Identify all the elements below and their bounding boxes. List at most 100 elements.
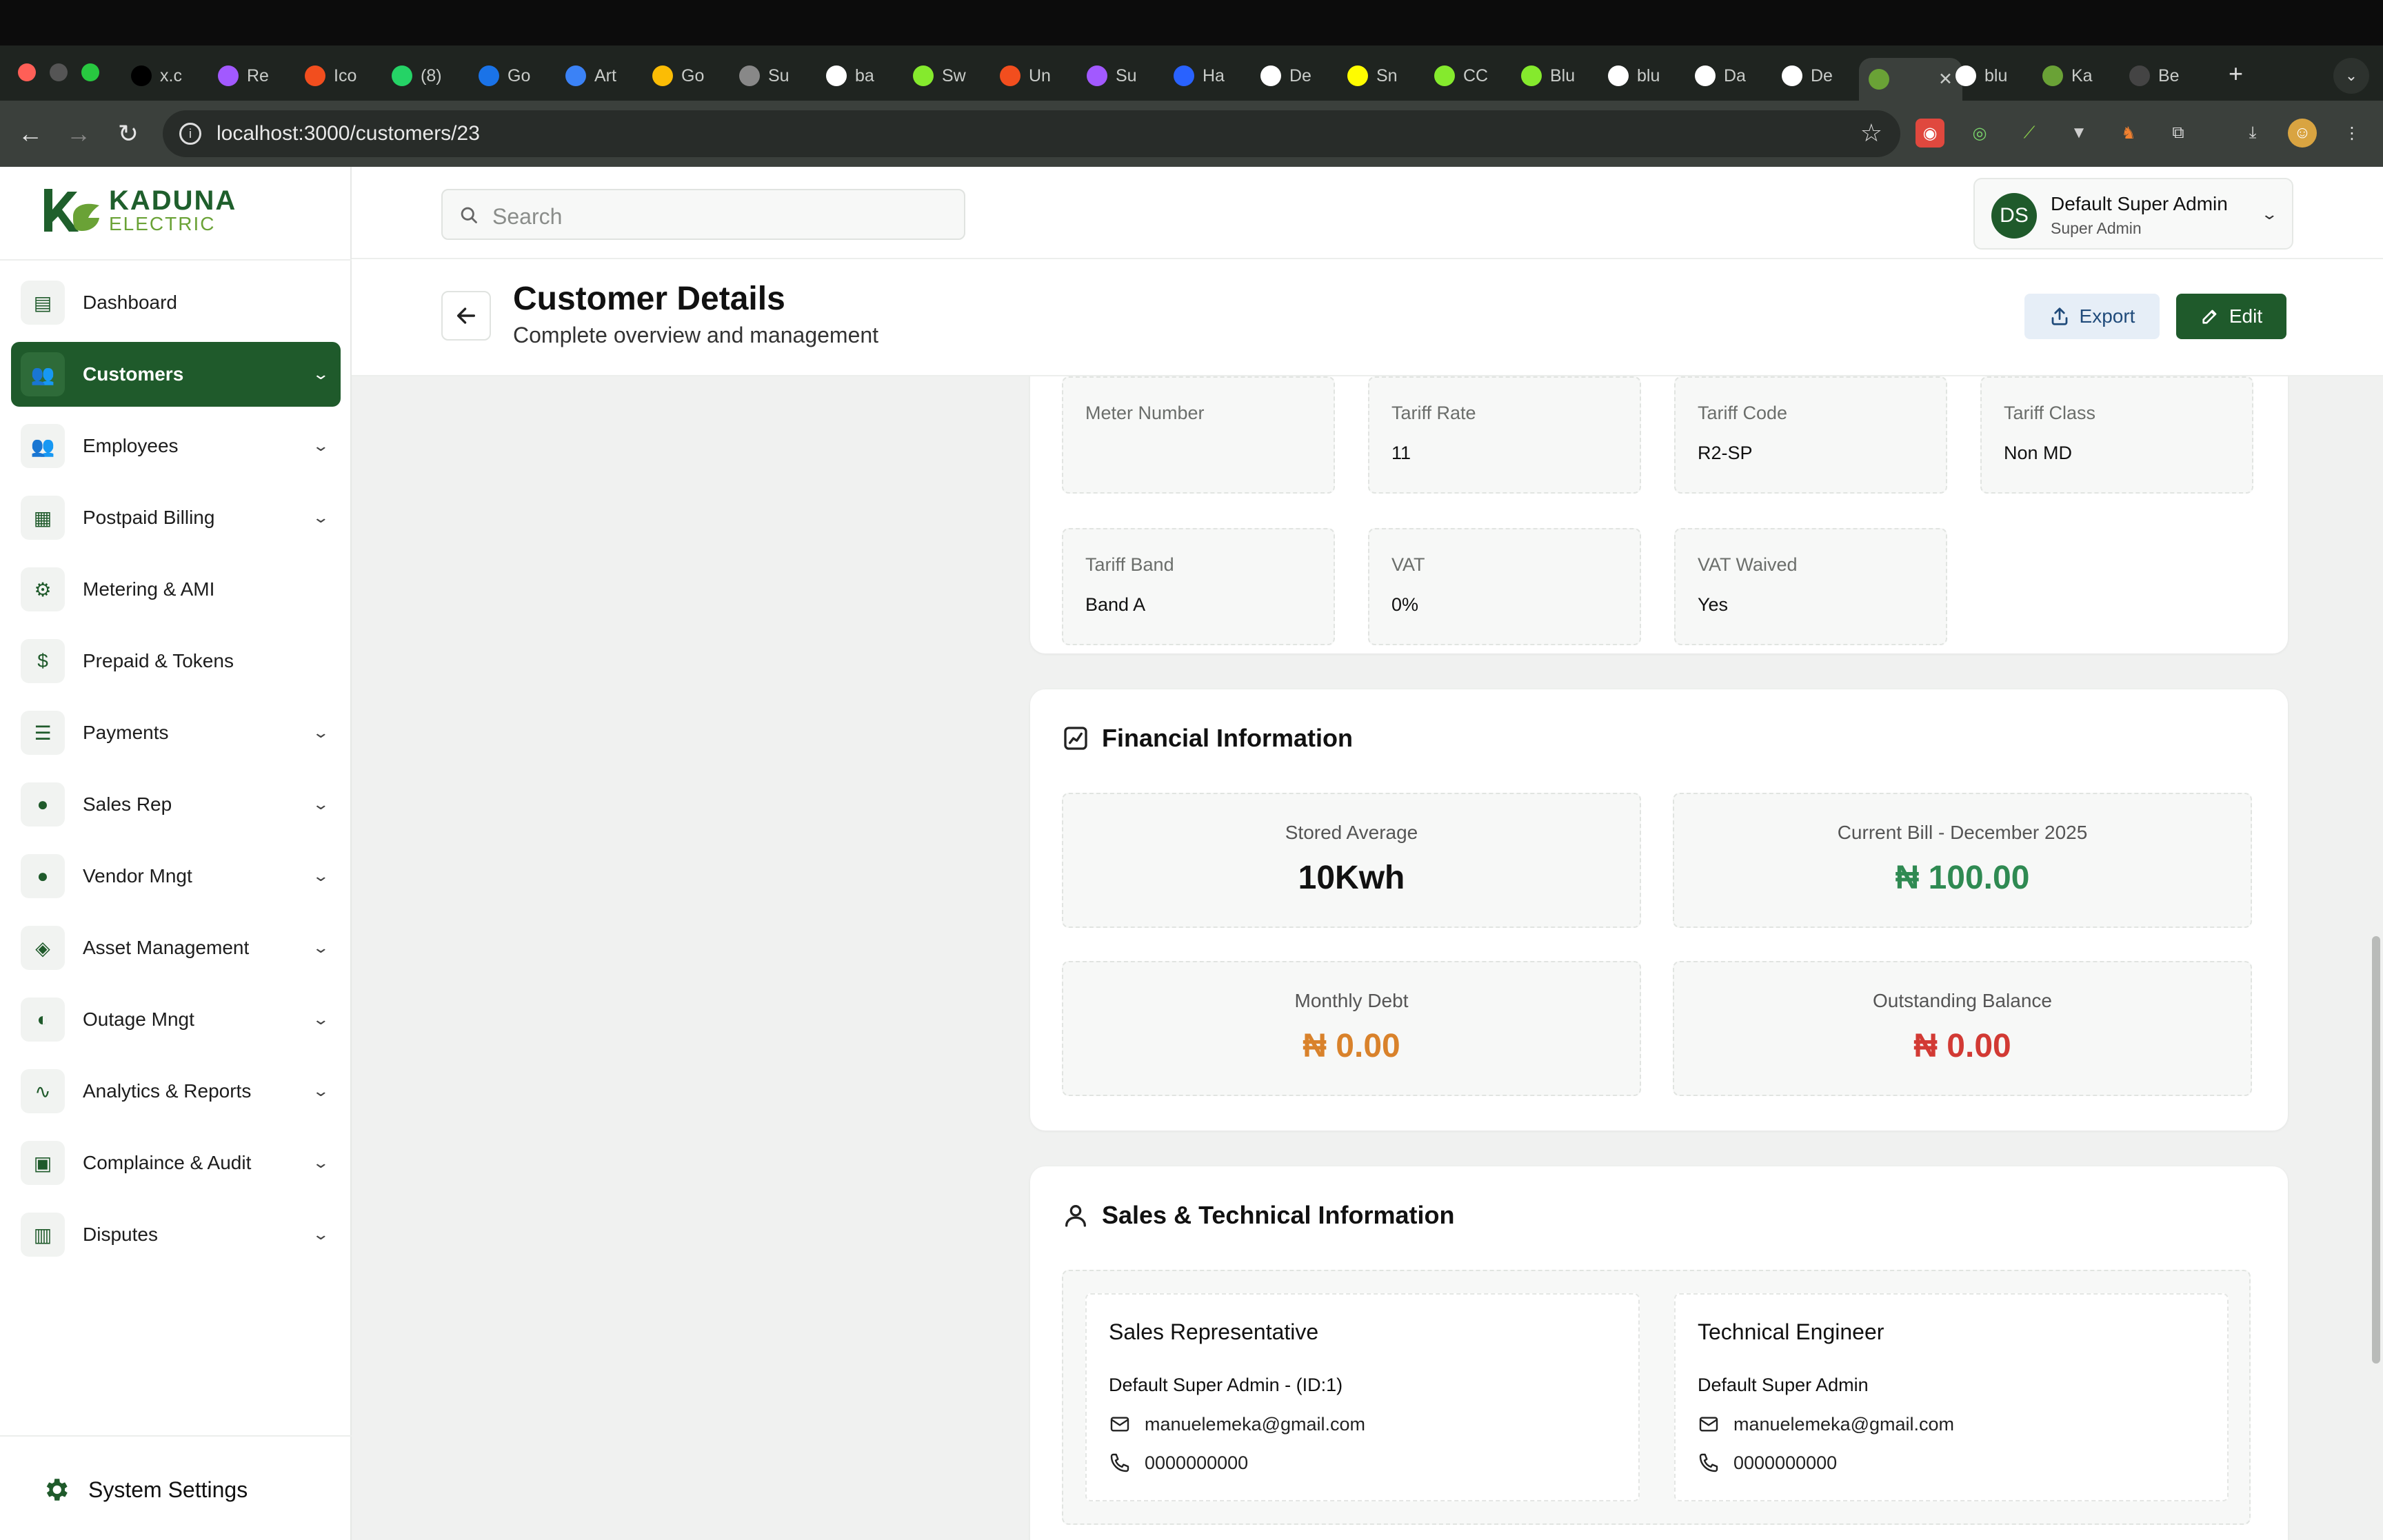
address-url[interactable]: localhost:3000/customers/23 [217,122,480,145]
zoom-window-button[interactable] [81,63,99,81]
export-button[interactable]: Export [2024,294,2160,339]
edit-button[interactable]: Edit [2176,294,2286,339]
sidebar-item-dashboard[interactable]: ▤ Dashboard [11,270,341,335]
search-input[interactable]: Search [441,189,965,240]
chevron-down-icon[interactable]: ⌄ [311,796,330,813]
chevron-down-icon[interactable]: ⌄ [311,939,330,956]
sidebar-item-analytics-reports[interactable]: ∿ Analytics & Reports ⌄ [11,1059,341,1124]
browser-tab[interactable]: De [1251,58,1332,94]
engineer-phone-row[interactable]: 0000000000 [1698,1452,1837,1474]
sidebar-item-vendor-mngt[interactable]: ● Vendor Mngt ⌄ [11,844,341,909]
minimize-window-button[interactable] [50,63,68,81]
sales-rep-email[interactable]: manuelemeka@gmail.com [1145,1413,1366,1435]
chevron-down-icon[interactable]: ⌄ [311,1226,330,1243]
browser-tab[interactable]: (8) [382,58,463,94]
browser-tab[interactable]: Blu [1511,58,1593,94]
user-menu[interactable]: DS Default Super Admin Super Admin ⌄ [1973,178,2293,250]
sidebar-item-prepaid-tokens[interactable]: $ Prepaid & Tokens [11,629,341,693]
browser-tab-label: Go [681,65,705,85]
browser-tab[interactable]: CC [1425,58,1506,94]
profile-avatar-icon[interactable]: ☺ [2288,119,2317,148]
close-window-button[interactable] [18,63,36,81]
extensions-puzzle-icon[interactable]: ⧉ [2172,123,2184,142]
browser-tab[interactable]: Go [469,58,550,94]
extension-icon[interactable]: ▼ [2071,123,2087,142]
kaduna-electric-logo[interactable]: KADUNA ELECTRIC [37,185,237,236]
page-scrollbar[interactable] [2372,936,2380,1364]
browser-tab[interactable]: Go [643,58,724,94]
engineer-email[interactable]: manuelemeka@gmail.com [1733,1413,1955,1435]
sidebar-item-payments[interactable]: ☰ Payments ⌄ [11,700,341,765]
browser-tab[interactable]: Sn [1338,58,1419,94]
back-button[interactable] [441,291,491,341]
sidebar-item-customers[interactable]: 👥 Customers ⌄ [11,342,341,407]
browser-tab[interactable]: Ha [1164,58,1245,94]
sales-rep-phone-row[interactable]: 0000000000 [1109,1452,1248,1474]
sidebar-item-postpaid-billing[interactable]: ▦ Postpaid Billing ⌄ [11,485,341,550]
sidebar-item-complaince-audit[interactable]: ▣ Complaince & Audit ⌄ [11,1131,341,1195]
browser-tab-label: blu [1637,65,1660,85]
chevron-down-icon[interactable]: ⌄ [311,437,330,454]
engineer-phone[interactable]: 0000000000 [1733,1452,1838,1473]
browser-tab[interactable]: Un [990,58,1072,94]
forward-nav-button[interactable]: → [66,119,91,148]
browser-tab[interactable]: Da [1685,58,1767,94]
chevron-down-icon[interactable]: ⌄ [311,1082,330,1100]
browser-tab[interactable]: ba [816,58,898,94]
sidebar-item-disputes[interactable]: ▥ Disputes ⌄ [11,1202,341,1267]
bookmark-star-icon[interactable]: ☆ [1860,119,1882,147]
downloads-icon[interactable]: ⤓ [2249,123,2257,142]
browser-tab[interactable]: x.c [121,58,203,94]
stat-outstanding-balance: Outstanding Balance ₦ 0.00 [1673,961,2252,1096]
extension-icon[interactable]: ⟋ [2023,123,2035,142]
browser-tab[interactable]: Ka [2033,58,2114,94]
browser-tab[interactable]: De [1772,58,1853,94]
extension-icon[interactable]: ◎ [1972,123,1987,143]
browser-tab[interactable]: blu [1946,58,2027,94]
close-tab-icon[interactable]: ✕ [1938,70,1953,89]
sidebar-item-employees[interactable]: 👥 Employees ⌄ [11,414,341,478]
chevron-down-icon: ⌄ [2260,205,2278,223]
chevron-down-icon[interactable]: ⌄ [311,724,330,741]
browser-tab[interactable]: Art [556,58,637,94]
new-tab-button[interactable]: + [2229,59,2244,88]
sales-rep-phone[interactable]: 0000000000 [1145,1452,1249,1473]
browser-tab[interactable]: blu [1598,58,1680,94]
browser-menu-icon[interactable]: ⋮ [2344,123,2360,143]
tab-search-button[interactable]: ⌄ [2333,58,2369,94]
browser-tab[interactable]: Ico [295,58,376,94]
browser-tab[interactable]: Re [208,58,290,94]
chevron-down-icon[interactable]: ⌄ [311,365,330,383]
system-settings-link[interactable]: System Settings [41,1475,248,1504]
whatsapp-icon [392,65,412,86]
browser-tab[interactable]: Be [2120,58,2201,94]
reload-button[interactable]: ↻ [117,119,139,148]
sales-rep-email-row[interactable]: manuelemeka@gmail.com [1109,1413,1365,1435]
sidebar-item-metering-ami[interactable]: ⚙ Metering & AMI [11,557,341,622]
stat-stored-average: Stored Average 10Kwh [1062,793,1641,928]
site-info-icon[interactable]: i [179,123,201,145]
sidebar-item-asset-management[interactable]: ◈ Asset Management ⌄ [11,915,341,980]
chevron-down-icon[interactable]: ⌄ [311,1154,330,1171]
browser-tab[interactable]: ✕ [1859,58,1962,101]
chevron-down-icon[interactable]: ⌄ [311,1011,330,1028]
chevron-down-icon[interactable]: ⌄ [311,867,330,884]
chart-icon [1064,727,1087,750]
sidebar-item-outage-mngt[interactable]: ◐ Outage Mngt ⌄ [11,987,341,1052]
extension-icon[interactable]: ♞ [2121,123,2136,143]
field-label: VAT Waived [1698,554,1798,575]
chip-icon: ⚙ [21,567,65,611]
back-nav-button[interactable]: ← [18,119,43,148]
sidebar-item-sales-rep[interactable]: ● Sales Rep ⌄ [11,772,341,837]
engineer-email-row[interactable]: manuelemeka@gmail.com [1698,1413,1954,1435]
browser-tab[interactable]: Sw [903,58,985,94]
chevron-down-icon[interactable]: ⌄ [311,509,330,526]
customers-icon: 👥 [21,352,65,396]
extension-icon[interactable]: ◉ [1916,119,1944,148]
browser-tab[interactable]: Su [1077,58,1158,94]
browser-tab[interactable]: Su [730,58,811,94]
kaduna-icon [1869,69,1889,90]
payments-icon: ☰ [21,711,65,755]
stat-value: ₦ 0.00 [1303,1028,1400,1064]
address-bar[interactable]: i localhost:3000/customers/23 ☆ [163,110,1900,157]
